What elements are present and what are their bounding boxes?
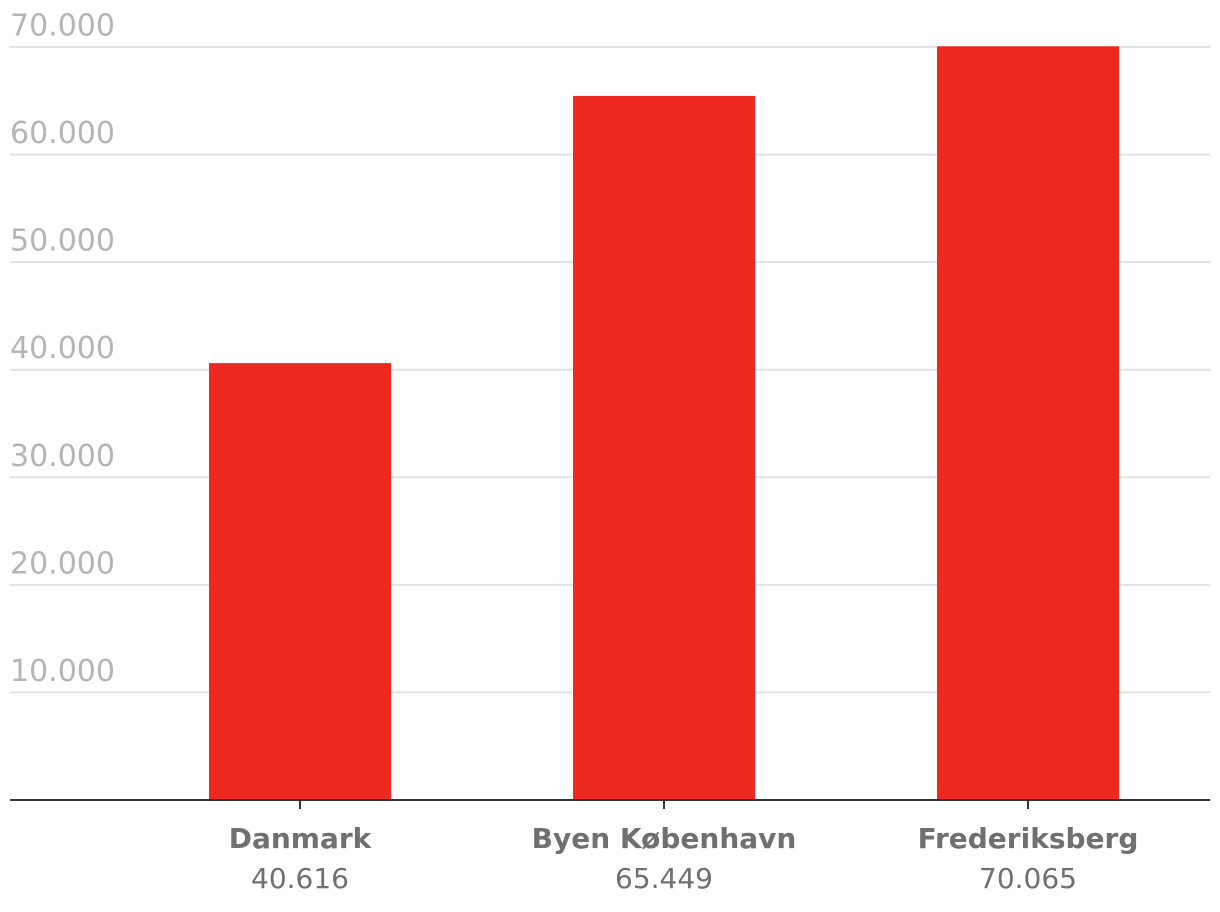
bar: [937, 46, 1119, 801]
y-tick-label: 50.000: [10, 224, 115, 259]
value-label: 65.449: [615, 862, 713, 895]
y-tick-label: 10.000: [10, 654, 115, 689]
y-tick-label: 70.000: [10, 9, 115, 44]
x-tick-label: Danmark: [229, 822, 373, 855]
y-tick-label: 30.000: [10, 439, 115, 474]
value-label: 40.616: [251, 862, 349, 895]
x-tick-label: Byen København: [532, 822, 797, 855]
y-tick-label: 60.000: [10, 116, 115, 151]
bar: [209, 363, 391, 800]
value-label: 70.065: [979, 862, 1077, 895]
x-tick-label: Frederiksberg: [918, 822, 1139, 855]
y-tick-label: 20.000: [10, 546, 115, 581]
y-tick-label: 40.000: [10, 331, 115, 366]
bar: [573, 95, 755, 801]
